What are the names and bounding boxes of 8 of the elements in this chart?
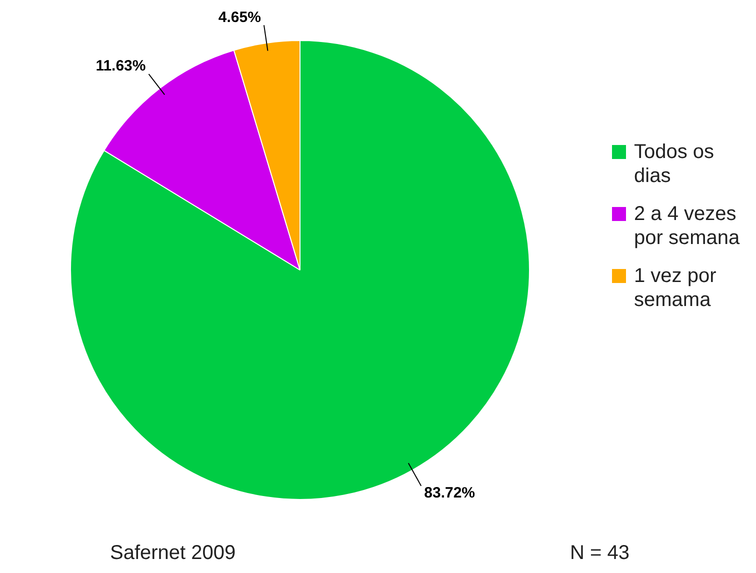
text: Safernet 2009	[110, 542, 236, 565]
legend-label: 2 a 4 vezes por semana	[634, 202, 741, 250]
text: N = 43	[570, 542, 630, 565]
data-label: 4.65%	[218, 8, 261, 26]
data-label: 11.63%	[96, 58, 146, 75]
data-label: 83.72%	[424, 484, 476, 502]
legend-label: Todos os dias	[634, 140, 716, 188]
legend-label: 1 vez por semama	[634, 264, 718, 312]
